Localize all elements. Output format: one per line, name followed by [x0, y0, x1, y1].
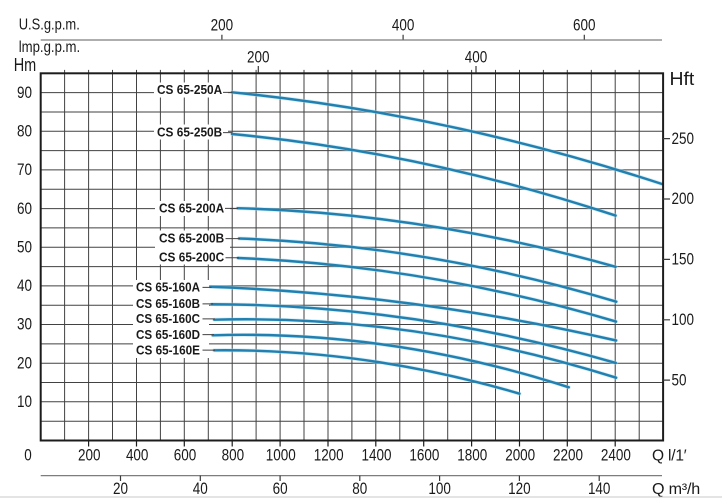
svg-text:0: 0 — [24, 446, 32, 465]
svg-text:1000: 1000 — [266, 446, 296, 465]
svg-text:lmp.g.p.m.: lmp.g.p.m. — [19, 39, 80, 56]
svg-text:2200: 2200 — [553, 446, 583, 465]
svg-text:Hm: Hm — [14, 55, 37, 75]
svg-text:CS 65-200B: CS 65-200B — [159, 230, 224, 245]
svg-text:50: 50 — [17, 237, 32, 256]
svg-text:CS 65-250A: CS 65-250A — [157, 82, 223, 97]
svg-text:400: 400 — [465, 47, 488, 66]
svg-text:70: 70 — [17, 160, 32, 179]
svg-text:100: 100 — [672, 310, 695, 329]
svg-text:120: 120 — [508, 479, 531, 498]
svg-text:CS 65-250B: CS 65-250B — [157, 125, 222, 140]
svg-text:2000: 2000 — [505, 446, 535, 465]
svg-text:200: 200 — [672, 189, 695, 208]
svg-text:600: 600 — [174, 446, 197, 465]
svg-text:Q m³/h: Q m³/h — [652, 481, 700, 498]
svg-text:Hft: Hft — [670, 69, 695, 89]
svg-text:80: 80 — [352, 479, 367, 498]
svg-text:200: 200 — [211, 15, 234, 34]
svg-text:U.S.g.p.m.: U.S.g.p.m. — [19, 17, 80, 34]
svg-text:CS 65-160E: CS 65-160E — [136, 342, 200, 357]
svg-text:CS 65-160D: CS 65-160D — [136, 327, 200, 342]
svg-text:30: 30 — [17, 315, 32, 334]
svg-text:80: 80 — [17, 122, 32, 141]
svg-text:90: 90 — [17, 83, 32, 102]
svg-text:1400: 1400 — [362, 446, 392, 465]
svg-text:400: 400 — [392, 15, 415, 34]
svg-text:1200: 1200 — [314, 446, 344, 465]
svg-text:CS 65-200C: CS 65-200C — [159, 250, 225, 265]
svg-text:60: 60 — [17, 199, 32, 218]
svg-text:600: 600 — [573, 15, 596, 34]
svg-text:Q l/1′: Q l/1′ — [652, 447, 687, 464]
svg-text:250: 250 — [672, 129, 695, 148]
svg-text:CS 65-160A: CS 65-160A — [136, 280, 201, 295]
svg-text:CS 65-200A: CS 65-200A — [159, 201, 225, 216]
svg-text:1800: 1800 — [457, 446, 487, 465]
svg-text:50: 50 — [672, 370, 687, 389]
svg-text:40: 40 — [193, 479, 208, 498]
svg-text:100: 100 — [428, 479, 451, 498]
svg-text:40: 40 — [17, 276, 32, 295]
svg-text:200: 200 — [247, 47, 270, 66]
svg-text:60: 60 — [273, 479, 288, 498]
svg-text:400: 400 — [126, 446, 149, 465]
svg-text:10: 10 — [17, 392, 32, 411]
svg-text:CS 65-160B: CS 65-160B — [136, 296, 200, 311]
svg-text:200: 200 — [78, 446, 101, 465]
svg-text:150: 150 — [672, 250, 695, 269]
svg-text:2400: 2400 — [601, 446, 631, 465]
svg-text:20: 20 — [17, 353, 32, 372]
svg-text:CS 65-160C: CS 65-160C — [136, 311, 201, 326]
svg-text:140: 140 — [588, 479, 611, 498]
svg-text:20: 20 — [113, 479, 128, 498]
svg-text:800: 800 — [222, 446, 245, 465]
svg-text:1600: 1600 — [409, 446, 439, 465]
